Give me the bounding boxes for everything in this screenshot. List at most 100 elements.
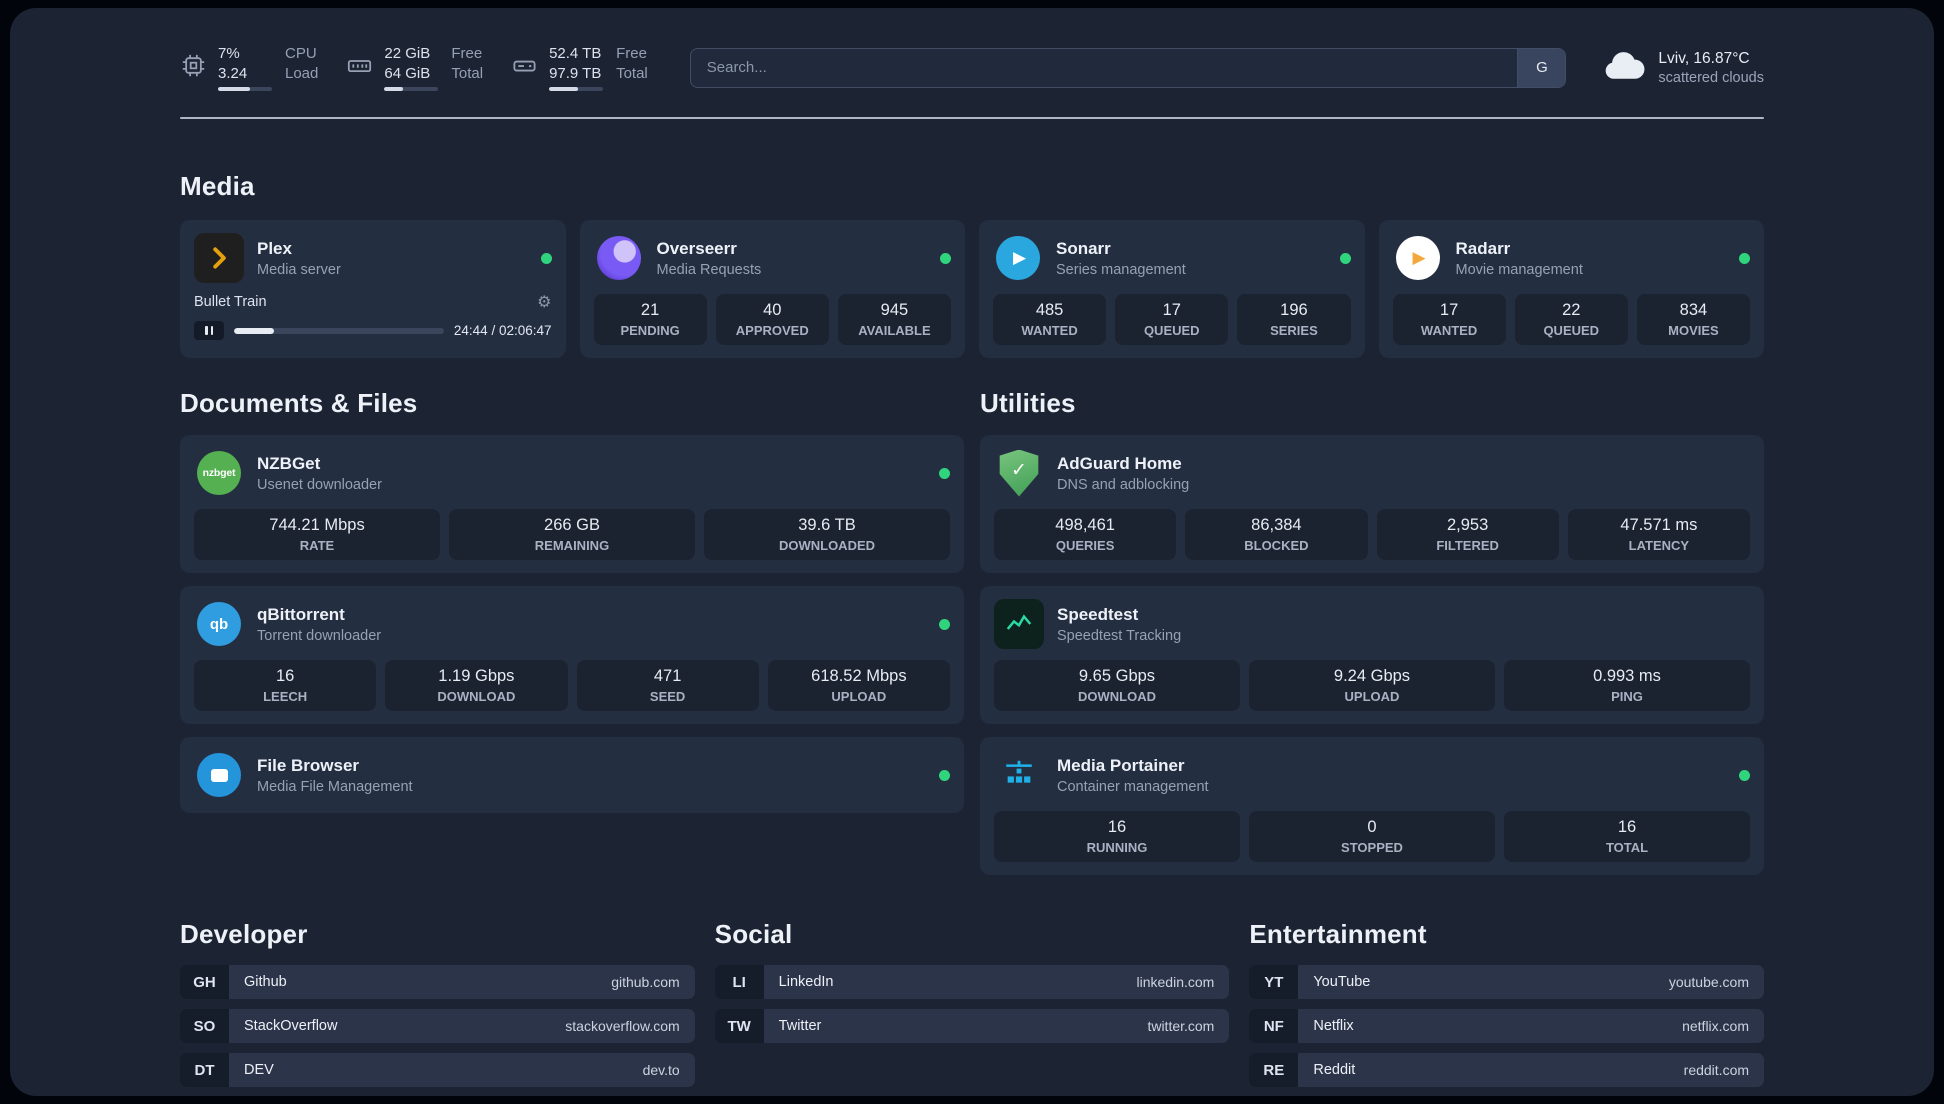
status-dot (1739, 769, 1750, 781)
section-title-developer: Developer (180, 919, 308, 949)
stat-latency: 47.571 ms LATENCY (1567, 509, 1750, 560)
app-subtitle: Movie management (1455, 261, 1583, 278)
middle-columns: Documents & Files nzbget NZBGet Usenet d… (180, 388, 1764, 875)
portainer-icon (994, 750, 1044, 800)
memory-total: 64 GiB (384, 64, 431, 82)
disk-usage-bar (549, 87, 604, 91)
bookmark-reddit[interactable]: RE Reddit reddit.com (1249, 1053, 1765, 1087)
bookmark-netflix[interactable]: NF Netflix netflix.com (1249, 1009, 1765, 1043)
qbittorrent-card[interactable]: qb qBittorrent Torrent downloader 16 LEE… (180, 586, 964, 724)
app-subtitle: Media server (257, 261, 341, 278)
filebrowser-card[interactable]: File Browser Media File Management (180, 737, 964, 813)
playback-progress-bar[interactable] (234, 327, 444, 334)
stat-remaining: 266 GB REMAINING (449, 509, 695, 560)
section-title-documents: Documents & Files (180, 388, 418, 418)
stat-upload: 9.24 Gbps UPLOAD (1249, 660, 1495, 711)
app-subtitle: Speedtest Tracking (1057, 627, 1182, 644)
bookmark-stackoverflow[interactable]: SO StackOverflow stackoverflow.com (180, 1009, 695, 1043)
memory-widget: 22 GiB 64 GiB Free Total (346, 44, 483, 91)
cpu-labels: CPU Load (285, 45, 319, 82)
plex-icon (194, 233, 244, 283)
stat-downloaded: 39.6 TB DOWNLOADED (704, 509, 950, 560)
memory-icon (346, 52, 373, 84)
bookmark-name: StackOverflow (244, 1018, 338, 1034)
weather-text: Lviv, 16.87°C scattered clouds (1658, 50, 1764, 86)
app-name: Speedtest (1057, 604, 1139, 624)
status-dot (540, 252, 552, 264)
app-name: Radarr (1455, 238, 1511, 258)
section-media: Media Plex Media server Bullet Train ⚙ (180, 171, 1764, 358)
stat-download: 1.19 Gbps DOWNLOAD (385, 660, 568, 711)
portainer-card[interactable]: Media Portainer Container management 16 … (980, 737, 1764, 875)
sonarr-icon: ▶ (993, 233, 1043, 283)
media-cards-row: Plex Media server Bullet Train ⚙ 24:44 /… (180, 220, 1764, 358)
disk-values: 52.4 TB 97.9 TB (549, 44, 604, 91)
bookmark-dev[interactable]: DT DEV dev.to (180, 1053, 695, 1087)
stat-movies: 834 MOVIES (1636, 294, 1751, 345)
bookmark-abbr: LI (714, 965, 764, 999)
bookmark-url: youtube.com (1668, 974, 1750, 990)
cpu-load-value: 3.24 (218, 64, 248, 82)
bookmark-twitter[interactable]: TW Twitter twitter.com (714, 1009, 1230, 1043)
bookmark-name: DEV (244, 1062, 274, 1078)
bookmark-linkedin[interactable]: LI LinkedIn linkedin.com (714, 965, 1230, 999)
settings-gear-icon[interactable]: ⚙ (537, 294, 552, 311)
overseerr-card[interactable]: Overseerr Media Requests 21 PENDING 40 A… (579, 220, 965, 358)
app-name: Plex (257, 238, 292, 258)
section-utilities: Utilities ✓ AdGuard Home DNS and adblock… (980, 388, 1764, 875)
bookmark-abbr: GH (180, 965, 229, 999)
bookmark-abbr: SO (180, 1009, 229, 1043)
weather-condition: scattered clouds (1658, 69, 1764, 86)
now-playing-title: Bullet Train (194, 294, 267, 310)
plex-card[interactable]: Plex Media server Bullet Train ⚙ 24:44 /… (180, 220, 566, 358)
cpu-widget: 7% 3.24 CPU Load (180, 44, 318, 91)
app-subtitle: Series management (1056, 261, 1186, 278)
app-subtitle: Media Requests (656, 261, 762, 278)
section-title-utilities: Utilities (980, 388, 1076, 418)
app-name: Sonarr (1056, 238, 1111, 258)
topbar: 7% 3.24 CPU Load 22 GiB 64 GiB Free (180, 44, 1764, 91)
bookmark-abbr: DT (180, 1053, 229, 1087)
stat-filtered: 2,953 FILTERED (1376, 509, 1559, 560)
radarr-icon: ▶ (1393, 233, 1443, 283)
nzbget-card[interactable]: nzbget NZBGet Usenet downloader 744.21 M… (180, 435, 964, 573)
stat-series: 196 SERIES (1237, 294, 1351, 345)
app-name: File Browser (257, 755, 360, 775)
app-subtitle: DNS and adblocking (1057, 476, 1190, 493)
bookmarks-social: Social LI LinkedIn linkedin.com TW Twitt… (714, 919, 1230, 1087)
cpu-icon (180, 52, 207, 84)
section-title-social: Social (714, 919, 793, 949)
stat-available: 945 AVAILABLE (837, 294, 952, 345)
bookmarks-developer: Developer GH Github github.com SO StackO… (180, 919, 695, 1087)
speedtest-icon (994, 599, 1044, 649)
status-dot (940, 252, 951, 264)
stat-download: 9.65 Gbps DOWNLOAD (994, 660, 1240, 711)
pause-button[interactable] (194, 321, 224, 340)
speedtest-card[interactable]: Speedtest Speedtest Tracking 9.65 Gbps D… (980, 586, 1764, 724)
bookmark-github[interactable]: GH Github github.com (180, 965, 695, 999)
qbittorrent-icon: qb (194, 599, 244, 649)
app-name: AdGuard Home (1057, 453, 1182, 473)
sonarr-card[interactable]: ▶ Sonarr Series management 485 WANTED 17 (979, 220, 1365, 358)
app-subtitle: Container management (1057, 778, 1209, 795)
bookmark-url: twitter.com (1147, 1018, 1215, 1034)
stat-leech: 16 LEECH (194, 660, 377, 711)
status-dot (1739, 252, 1750, 264)
cpu-percent: 7% (218, 45, 240, 62)
search-provider-button[interactable]: G (1517, 48, 1566, 87)
bookmark-youtube[interactable]: YT YouTube youtube.com (1249, 965, 1765, 999)
app-subtitle: Torrent downloader (257, 627, 382, 644)
cpu-usage-bar (218, 87, 272, 91)
app-name: Overseerr (656, 238, 737, 258)
filebrowser-icon (194, 750, 244, 800)
weather-widget[interactable]: Lviv, 16.87°C scattered clouds (1602, 49, 1764, 86)
adguard-card[interactable]: ✓ AdGuard Home DNS and adblocking 498,46… (980, 435, 1764, 573)
bookmark-abbr: TW (714, 1009, 764, 1043)
section-title-media: Media (180, 171, 255, 201)
app-name: qBittorrent (257, 604, 345, 624)
status-dot (939, 618, 950, 630)
radarr-card[interactable]: ▶ Radarr Movie management 17 WANTED 22 (1378, 220, 1764, 358)
memory-free: 22 GiB (384, 45, 431, 62)
overseerr-icon (594, 233, 644, 283)
search-input[interactable] (690, 48, 1518, 87)
